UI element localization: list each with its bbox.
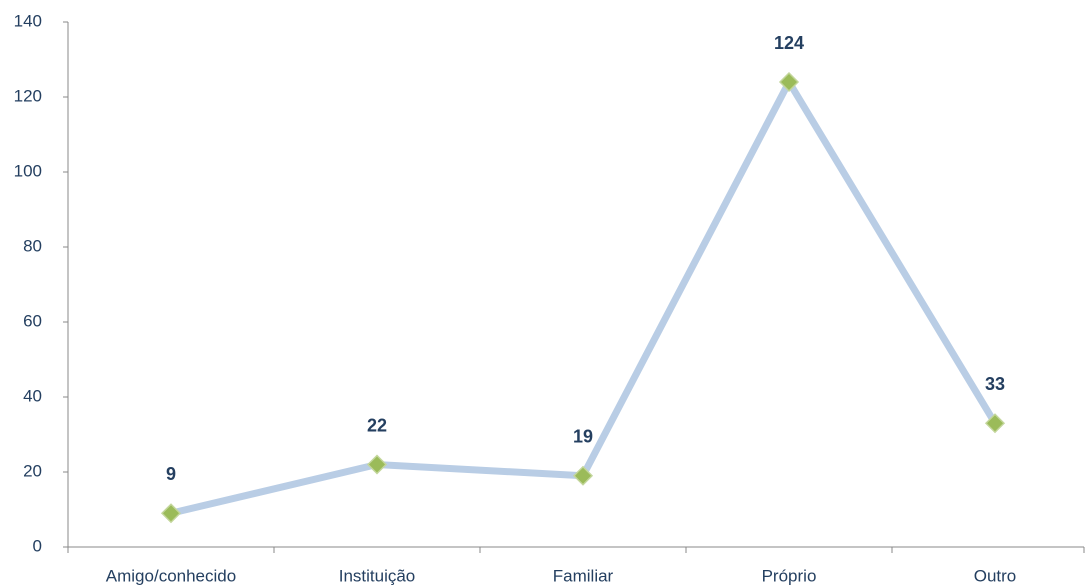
marker	[984, 413, 1006, 434]
data-label: 33	[985, 374, 1005, 394]
y-tick-label: 120	[14, 86, 42, 105]
data-label: 22	[367, 415, 387, 435]
marker	[160, 503, 182, 524]
marker	[366, 454, 388, 475]
y-tick-label: 140	[14, 11, 42, 30]
x-tick-label: Próprio	[762, 566, 817, 585]
data-label: 9	[166, 464, 176, 484]
y-tick-label: 80	[23, 236, 42, 255]
x-tick-label: Outro	[974, 566, 1017, 585]
y-tick-label: 20	[23, 461, 42, 480]
x-tick-label: Instituição	[339, 566, 416, 585]
y-tick-label: 0	[33, 536, 42, 555]
x-tick-label: Familiar	[553, 566, 614, 585]
series-line	[170, 78, 998, 517]
data-label: 124	[774, 33, 804, 53]
marker	[778, 71, 800, 93]
data-label: 19	[573, 427, 593, 447]
marker	[572, 465, 594, 486]
y-tick-label: 100	[14, 161, 42, 180]
x-tick-label: Amigo/conhecido	[106, 566, 236, 585]
y-tick-label: 40	[23, 386, 42, 405]
y-tick-label: 60	[23, 311, 42, 330]
